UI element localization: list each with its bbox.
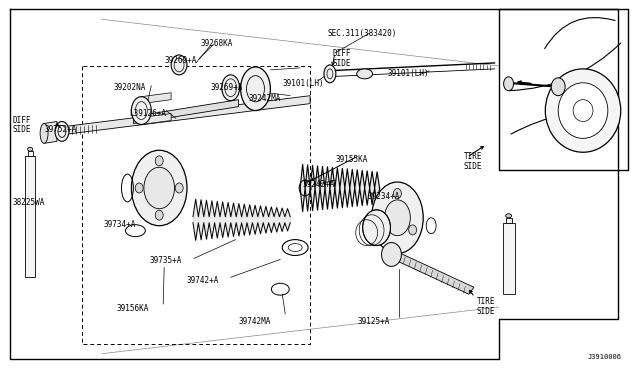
Ellipse shape <box>378 225 386 235</box>
Text: DIFF
SIDE: DIFF SIDE <box>333 49 351 68</box>
Ellipse shape <box>135 183 143 193</box>
Ellipse shape <box>409 225 417 235</box>
Text: TIRE
SIDE: TIRE SIDE <box>464 152 483 171</box>
Ellipse shape <box>175 183 183 193</box>
Ellipse shape <box>545 69 621 152</box>
Ellipse shape <box>40 124 48 143</box>
Ellipse shape <box>324 65 336 83</box>
Ellipse shape <box>356 69 372 79</box>
Text: DIFF
SIDE: DIFF SIDE <box>12 116 31 134</box>
Text: 38225WA: 38225WA <box>12 198 45 207</box>
Ellipse shape <box>506 214 511 218</box>
Polygon shape <box>390 250 474 294</box>
Ellipse shape <box>131 150 187 226</box>
Ellipse shape <box>551 78 565 96</box>
Ellipse shape <box>55 122 69 141</box>
Text: 39735+A: 39735+A <box>149 256 182 266</box>
Text: 39269+A: 39269+A <box>211 83 243 92</box>
Ellipse shape <box>372 182 423 253</box>
Text: 39269+A: 39269+A <box>164 56 196 65</box>
Text: 39742+A: 39742+A <box>186 276 218 285</box>
Text: 39155KA: 39155KA <box>336 155 368 164</box>
Text: 39268KA: 39268KA <box>201 39 233 48</box>
Polygon shape <box>133 100 239 124</box>
Polygon shape <box>44 122 57 143</box>
Text: 39752+A: 39752+A <box>44 125 76 134</box>
Text: 39242+A: 39242+A <box>302 180 335 189</box>
Text: L39126+A: L39126+A <box>129 109 166 118</box>
Text: 39156KA: 39156KA <box>116 304 149 313</box>
Ellipse shape <box>504 77 513 91</box>
Text: 39125+A: 39125+A <box>358 317 390 326</box>
Ellipse shape <box>156 210 163 220</box>
Text: 39742MA: 39742MA <box>239 317 271 326</box>
Ellipse shape <box>28 147 33 151</box>
Polygon shape <box>57 96 310 135</box>
Ellipse shape <box>241 67 270 110</box>
Polygon shape <box>141 113 171 125</box>
Text: 39101(LH): 39101(LH) <box>387 69 429 78</box>
Text: 39242MA: 39242MA <box>248 94 281 103</box>
Polygon shape <box>502 223 515 294</box>
Text: SEC.311(383420): SEC.311(383420) <box>328 29 397 38</box>
Text: 39101(LH): 39101(LH) <box>282 79 324 88</box>
Polygon shape <box>25 156 35 277</box>
Polygon shape <box>506 218 511 223</box>
Ellipse shape <box>131 97 151 125</box>
Polygon shape <box>28 151 33 156</box>
Text: 39234+A: 39234+A <box>367 192 400 201</box>
Ellipse shape <box>394 189 401 198</box>
Ellipse shape <box>156 156 163 166</box>
Ellipse shape <box>171 55 187 75</box>
Ellipse shape <box>381 243 401 266</box>
Ellipse shape <box>385 200 410 235</box>
Ellipse shape <box>144 167 175 209</box>
Ellipse shape <box>363 210 390 246</box>
Text: J3910006: J3910006 <box>588 354 622 360</box>
Ellipse shape <box>221 75 239 101</box>
Text: 39734+A: 39734+A <box>104 220 136 229</box>
Polygon shape <box>141 93 171 104</box>
Ellipse shape <box>558 83 608 138</box>
Text: TIRE
SIDE: TIRE SIDE <box>477 297 495 316</box>
Text: 39202NA: 39202NA <box>113 83 146 92</box>
